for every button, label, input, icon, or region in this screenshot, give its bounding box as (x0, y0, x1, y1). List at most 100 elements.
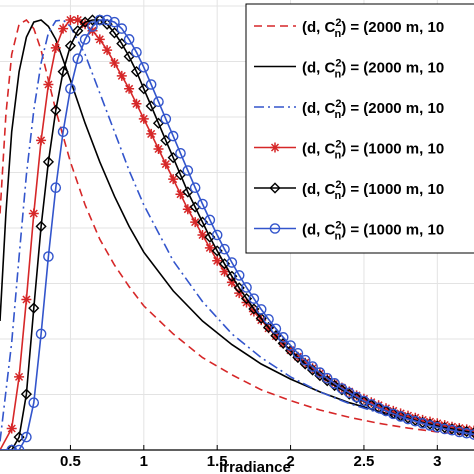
series-5-point-12 (87, 21, 98, 32)
series-5-point-22 (160, 113, 172, 125)
series-5 (0, 14, 474, 450)
series-5-point-36 (263, 313, 274, 325)
series-5-point-44 (321, 372, 333, 384)
series-5-point-1 (6, 444, 18, 450)
series-5-point-32 (233, 270, 245, 281)
series-5-point-11 (79, 34, 91, 45)
series-3-point-11 (80, 19, 91, 30)
series-5-point-9 (65, 83, 76, 95)
series-3-point-20 (146, 128, 157, 139)
series-5-point-33 (241, 282, 252, 293)
series-3-point-8 (58, 23, 69, 34)
series-5-point-20 (145, 79, 157, 90)
series-3-point-9 (65, 15, 76, 25)
series-3-point-42 (307, 363, 318, 374)
series-5-point-42 (307, 361, 318, 372)
series-5-point-24 (175, 147, 186, 159)
legend-entry-0: (d, C2 n) = (2000 m, 10 (254, 17, 444, 40)
series-3-point-62 (454, 423, 465, 434)
series-5-point-5 (35, 328, 47, 340)
series-5-point-21 (153, 96, 164, 107)
series-5-point-17 (123, 34, 135, 45)
series-3-point-15 (109, 58, 120, 68)
x-tick-label-0: 0.5 (60, 453, 81, 470)
series-3-point-19 (138, 113, 149, 124)
series-5-point-43 (314, 367, 326, 378)
series-3-point-61 (447, 421, 457, 432)
series-4-point-47 (343, 388, 355, 400)
series-2-line (0, 19, 474, 442)
series-5-point-16 (116, 23, 128, 34)
series-3-point-1 (6, 423, 17, 434)
series-3-point-30 (219, 266, 230, 277)
series-3-point-50 (366, 397, 377, 408)
series-3-point-49 (358, 393, 369, 404)
legend-entry-3: (d, C2 n) = (1000 m, 10 (254, 139, 444, 162)
series-3-point-6 (43, 79, 54, 90)
series-5-point-52 (380, 405, 392, 417)
series-5-point-59 (432, 421, 443, 433)
series-5-point-10 (72, 53, 84, 65)
series-5-point-19 (138, 62, 150, 73)
series-5-point-13 (94, 14, 106, 26)
series-5-point-27 (197, 198, 208, 210)
series-3-point-18 (131, 98, 142, 109)
legend-label-2: (d, C2 n) = (2000 m, 10 (302, 98, 444, 121)
x-tick-label-5: 3 (433, 453, 441, 470)
series-0 (0, 18, 474, 437)
legend: (d, C2 n) = (2000 m, 10 (d, C2 n) = (2000 m… (245, 3, 474, 254)
series-5-point-37 (270, 323, 282, 335)
series-3-point-58 (425, 416, 435, 427)
series-3-point-57 (417, 414, 428, 425)
legend-entry-4: (d, C2 n) = (1000 m, 10 (254, 179, 444, 202)
series-5-point-63 (461, 427, 472, 439)
series-3-point-14 (102, 45, 113, 56)
legend-marker-4 (269, 182, 281, 194)
series-4-point-8 (57, 66, 69, 78)
series-3-point-52 (381, 403, 391, 414)
series-3-point-60 (439, 420, 450, 431)
series-3-point-63 (461, 424, 472, 435)
x-axis-label: Irradiance (219, 459, 291, 474)
series-5-point-3 (21, 431, 32, 443)
legend-label-0: (d, C2 n) = (2000 m, 10 (302, 17, 444, 40)
series-5-point-62 (454, 426, 465, 438)
series-3-point-21 (153, 144, 164, 154)
series-3-point-31 (226, 277, 237, 288)
series-4-point-48 (351, 392, 363, 404)
series-3-point-4 (28, 208, 39, 219)
series-3-point-56 (410, 412, 421, 423)
series-5-point-2 (13, 444, 25, 450)
series-4-point-44 (321, 375, 333, 387)
series-0-line (0, 18, 474, 437)
series-5-point-6 (43, 251, 54, 262)
series-5-point-35 (255, 304, 267, 315)
series-5-point-8 (57, 126, 69, 138)
series-3-point-25 (182, 204, 193, 215)
series-5-point-7 (50, 182, 62, 193)
series-3-point-48 (351, 390, 362, 401)
series-4-point-37 (270, 330, 282, 342)
series-5-point-30 (219, 243, 230, 255)
series-3-point-3 (21, 294, 32, 305)
x-tick-label-3: 2 (286, 453, 294, 470)
series-3-point-29 (212, 255, 223, 266)
series-3-point-28 (204, 242, 215, 253)
x-tick-label-4: 2.5 (354, 453, 375, 470)
series-5-point-23 (167, 130, 179, 142)
series-5-point-38 (277, 332, 289, 343)
legend-marker-3 (270, 142, 280, 153)
series-3-point-53 (388, 405, 399, 416)
series-4-point-7 (50, 104, 62, 116)
series-5-point-55 (402, 413, 414, 425)
legend-label-1: (d, C2 n) = (2000 m, 10 (302, 58, 444, 81)
series-5-point-40 (292, 347, 304, 359)
series-3-point-54 (395, 408, 406, 419)
series-5-point-45 (329, 378, 340, 389)
series-3-point-35 (256, 315, 267, 326)
series-5-point-31 (226, 257, 238, 268)
series-3-point-26 (190, 217, 201, 228)
series-5-point-39 (285, 340, 296, 351)
series-4-point-9 (64, 40, 77, 52)
legend-label-4: (d, C2 n) = (1000 m, 10 (302, 179, 444, 202)
